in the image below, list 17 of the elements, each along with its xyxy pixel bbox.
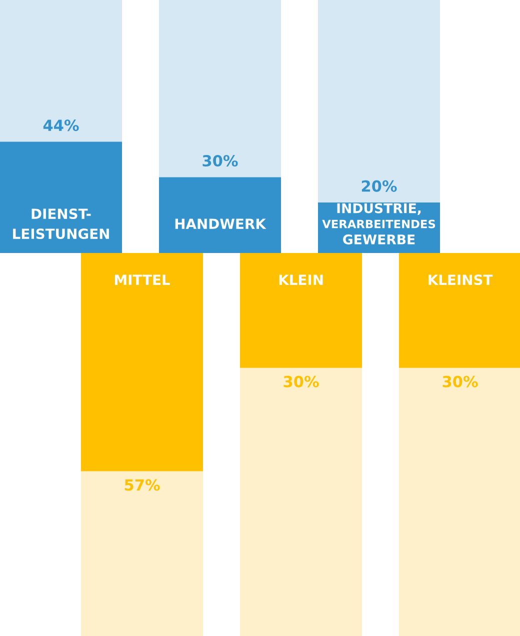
x-tick-label: KLEIN <box>279 274 323 285</box>
bar <box>0 0 122 142</box>
x-tick-label: HANDWERK <box>175 218 266 229</box>
data-label: 57% <box>124 479 160 491</box>
data-label: 30% <box>202 154 238 167</box>
data-label: 20% <box>362 180 397 192</box>
x-tick-label: MITTEL <box>114 274 170 285</box>
data-label: 30% <box>442 376 478 388</box>
data-label: 44% <box>43 120 79 132</box>
x-tick-label: INDUSTRIE, VERARBEITENDES GEWERBE <box>322 203 436 244</box>
bar <box>159 177 281 253</box>
x-tick-label: KLEINST <box>428 274 493 286</box>
bar <box>318 0 440 202</box>
x-tick-label: DIENST- LEISTUNGEN <box>13 208 109 240</box>
bar <box>0 142 122 253</box>
bar <box>159 0 281 178</box>
data-label: 30% <box>284 376 319 388</box>
